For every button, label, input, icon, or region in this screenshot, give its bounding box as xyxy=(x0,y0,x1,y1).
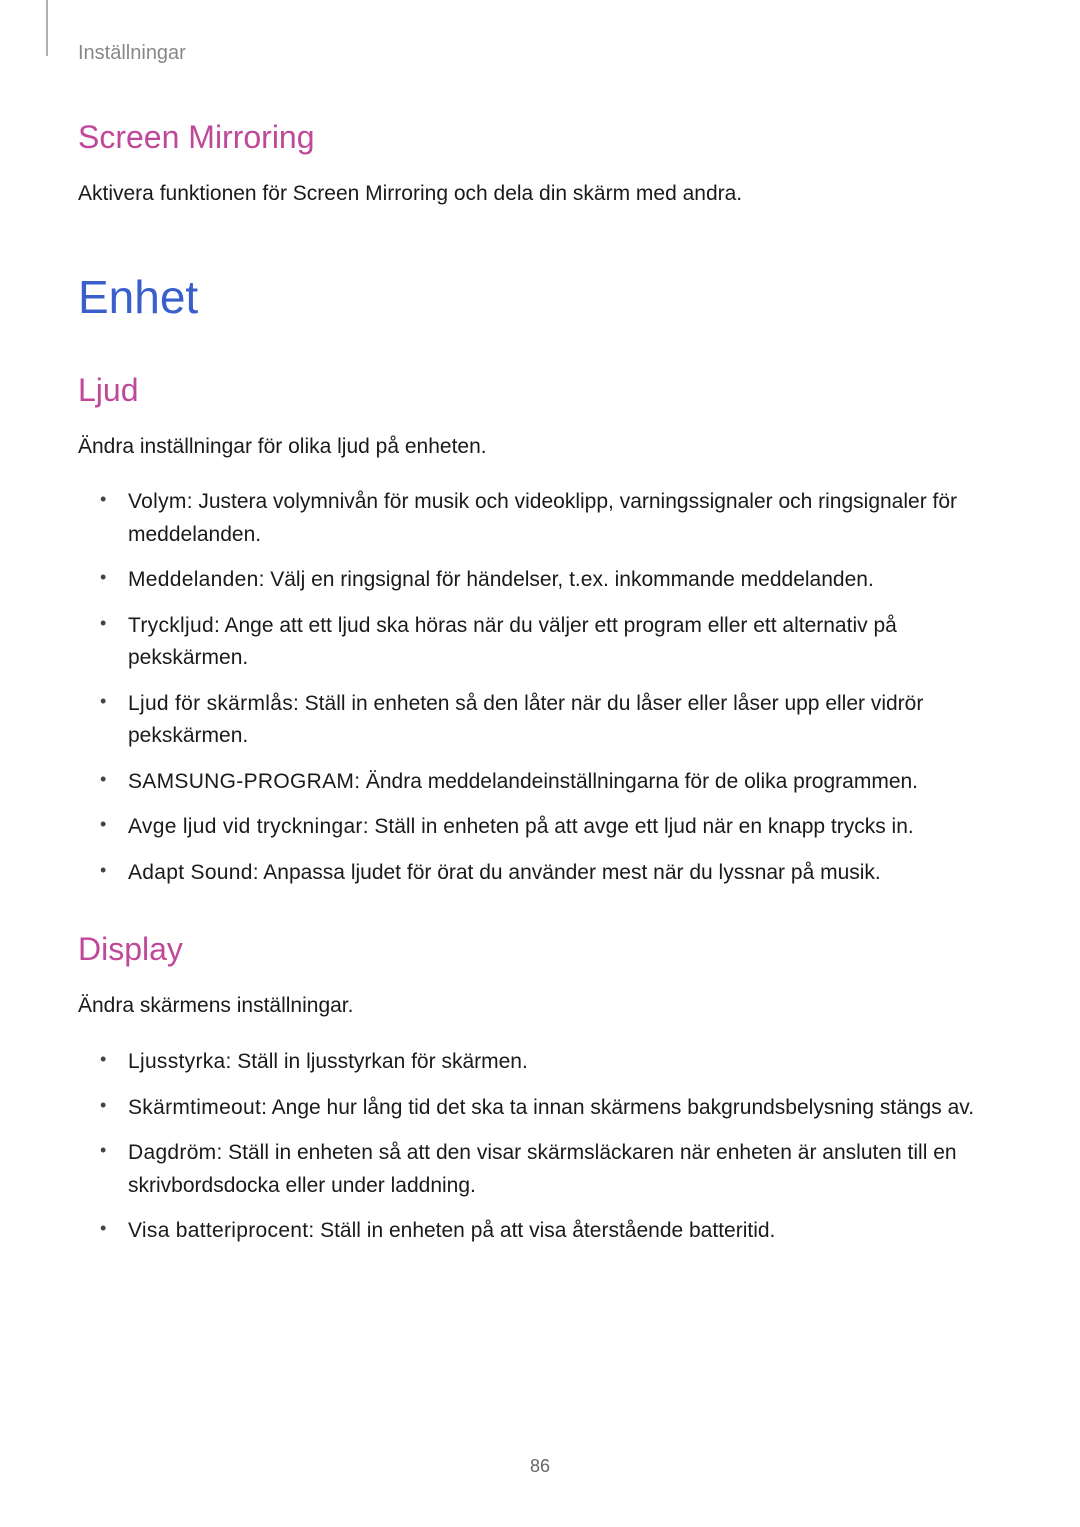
list-item: Dagdröm: Ställ in enheten så att den vis… xyxy=(110,1137,1002,1202)
item-label: Meddelanden xyxy=(128,568,259,591)
item-label: Dagdröm xyxy=(128,1141,216,1164)
item-label: Tryckljud xyxy=(128,614,214,637)
heading-display: Display xyxy=(78,931,1002,968)
item-text: : Ställ in ljusstyrkan för skärmen. xyxy=(226,1050,528,1073)
item-label: Ljud för skärmlås xyxy=(128,692,293,715)
display-list: Ljusstyrka: Ställ in ljusstyrkan för skä… xyxy=(78,1046,1002,1248)
item-text: : Ange hur lång tid det ska ta innan skä… xyxy=(261,1096,974,1119)
item-text: : Välj en ringsignal för händelser, t.ex… xyxy=(259,568,874,591)
item-text: : Ange att ett ljud ska höras när du väl… xyxy=(128,614,897,670)
item-text: : Justera volymnivån för musik och video… xyxy=(128,490,957,546)
body-screen-mirroring: Aktivera funktionen för Screen Mirroring… xyxy=(78,178,1002,210)
heading-ljud: Ljud xyxy=(78,372,1002,409)
item-text: : Ställ in enheten så att den visar skär… xyxy=(128,1141,957,1197)
list-item: Ljusstyrka: Ställ in ljusstyrkan för skä… xyxy=(110,1046,1002,1079)
page-content: Inställningar Screen Mirroring Aktivera … xyxy=(0,0,1080,1248)
item-label: Adapt Sound xyxy=(128,861,253,884)
page-number: 86 xyxy=(0,1456,1080,1477)
item-text: : Anpassa ljudet för örat du använder me… xyxy=(253,861,881,884)
item-label: Volym xyxy=(128,490,187,513)
list-item: Skärmtimeout: Ange hur lång tid det ska … xyxy=(110,1092,1002,1125)
item-label: Ljusstyrka xyxy=(128,1050,226,1073)
breadcrumb: Inställningar xyxy=(78,42,1002,65)
item-text: : Ändra meddelandeinställningarna för de… xyxy=(354,770,918,793)
list-item: Meddelanden: Välj en ringsignal för händ… xyxy=(110,564,1002,597)
list-item: Tryckljud: Ange att ett ljud ska höras n… xyxy=(110,610,1002,675)
item-label: SAMSUNG-PROGRAM xyxy=(128,770,354,793)
item-label: Skärmtimeout xyxy=(128,1096,261,1119)
item-label: Avge ljud vid tryckningar xyxy=(128,815,363,838)
list-item: Visa batteriprocent: Ställ in enheten på… xyxy=(110,1215,1002,1248)
list-item: Adapt Sound: Anpassa ljudet för örat du … xyxy=(110,857,1002,890)
item-text: : Ställ in enheten på att avge ett ljud … xyxy=(363,815,914,838)
item-text: : Ställ in enheten på att visa återståen… xyxy=(308,1219,775,1242)
heading-enhet: Enhet xyxy=(78,270,1002,324)
list-item: Ljud för skärmlås: Ställ in enheten så d… xyxy=(110,688,1002,753)
body-display-intro: Ändra skärmens inställningar. xyxy=(78,990,1002,1022)
ljud-list: Volym: Justera volymnivån för musik och … xyxy=(78,486,1002,889)
list-item: Avge ljud vid tryckningar: Ställ in enhe… xyxy=(110,811,1002,844)
list-item: SAMSUNG-PROGRAM: Ändra meddelandeinställ… xyxy=(110,766,1002,799)
body-ljud-intro: Ändra inställningar för olika ljud på en… xyxy=(78,431,1002,463)
item-label: Visa batteriprocent xyxy=(128,1219,308,1242)
heading-screen-mirroring: Screen Mirroring xyxy=(78,119,1002,156)
list-item: Volym: Justera volymnivån för musik och … xyxy=(110,486,1002,551)
header-accent-line xyxy=(46,0,48,56)
